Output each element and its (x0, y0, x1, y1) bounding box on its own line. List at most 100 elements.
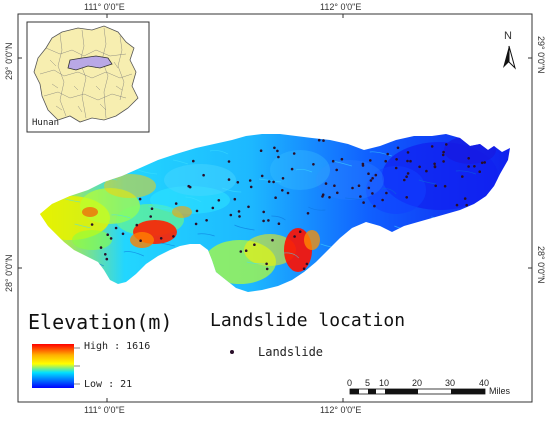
landslide-point (461, 175, 464, 178)
landslide-point (367, 172, 370, 175)
landslide-point (386, 152, 390, 156)
landslide-point (105, 257, 109, 261)
landslide-point (396, 146, 400, 150)
landslide-point (425, 169, 428, 173)
landslide-point (239, 250, 243, 253)
landslide-point (274, 196, 277, 199)
ramp-ticks (74, 347, 80, 385)
landslide-point (335, 168, 339, 172)
landslide-point (373, 204, 376, 208)
landslide-point (281, 189, 284, 192)
landslide-point (395, 158, 398, 161)
north-label: N (504, 30, 512, 42)
landslide-point (406, 151, 410, 154)
landslide-point (194, 222, 198, 226)
landslide-point (238, 215, 241, 218)
landslide-point (418, 165, 421, 169)
landslide-point (433, 165, 437, 168)
landslide-point (277, 155, 280, 159)
landslide-point (467, 157, 471, 160)
inset-map (26, 21, 150, 133)
map-frame (17, 13, 533, 403)
landslide-point (174, 202, 178, 205)
landslide-point (473, 165, 476, 168)
landslide-point (442, 150, 445, 154)
scale-tick-40: 40 (479, 378, 490, 388)
landslide-point (121, 232, 125, 236)
landslide-point (267, 219, 270, 222)
top-coord-111: 111° 0'0"E (84, 2, 125, 12)
landslide-point (236, 181, 240, 184)
scale-bar (349, 388, 486, 395)
north-arrow-icon (503, 45, 516, 70)
study-area-dem (40, 134, 510, 292)
landslide-point (192, 159, 195, 163)
landslide-point (293, 235, 296, 238)
right-coord-28: 28° 0'0"N (536, 246, 546, 284)
landslide-point (150, 207, 154, 210)
landslide-legend-title: Landslide location (210, 310, 406, 331)
scale-unit-label: Miles (489, 386, 511, 396)
landslide-point (302, 267, 306, 271)
landslide-point (321, 195, 324, 198)
landslide-point (480, 161, 484, 165)
landslide-point (328, 196, 331, 199)
landslide-legend-label: Landslide (258, 345, 324, 359)
landslide-point (281, 177, 285, 180)
landslide-point (249, 185, 253, 189)
graticule-ticks (18, 14, 532, 402)
landslide-point (443, 184, 447, 188)
landslide-point (362, 201, 365, 204)
scale-tick-5: 5 (365, 378, 371, 388)
landslide-point (244, 249, 248, 252)
landslide-point (405, 175, 408, 178)
landslide-point (359, 195, 362, 198)
landslide-point (305, 262, 309, 266)
landslide-point (139, 239, 142, 242)
scale-tick-30: 30 (445, 378, 456, 388)
scale-tick-20: 20 (412, 378, 423, 388)
landslide-point (202, 173, 205, 177)
landslide-point (405, 196, 409, 199)
landslide-point (227, 178, 231, 181)
landslide-point (188, 185, 192, 189)
landslide-point (333, 184, 336, 187)
landslide-point (441, 153, 445, 157)
landslide-point (217, 199, 221, 202)
landslide-point (262, 210, 266, 214)
landslide-point (381, 198, 384, 202)
elevation-legend-title: Elevation(m) (28, 310, 173, 334)
landslide-point (483, 161, 487, 164)
top-coord-112: 112° 0'0"E (320, 2, 362, 12)
right-coord-29: 29° 0'0"N (536, 36, 546, 74)
landslide-point (340, 157, 344, 161)
landslide-point (433, 162, 436, 166)
landslide-point (434, 184, 438, 188)
landslide-point (135, 223, 139, 227)
landslide-point (467, 165, 470, 168)
landslide-point (259, 149, 263, 152)
landslide-point (90, 223, 94, 226)
landslide-point (114, 226, 118, 230)
landslide-point (324, 182, 328, 185)
landslide-point (205, 219, 208, 222)
landslide-point (430, 145, 434, 148)
landslide-point (273, 146, 276, 150)
landslide-point (272, 180, 275, 184)
landslide-point (253, 243, 256, 246)
landslide-point (403, 178, 406, 182)
landslide-point (149, 215, 152, 218)
landslide-point (455, 203, 459, 207)
elevation-color-ramp (32, 344, 74, 388)
landslide-point (317, 138, 321, 142)
landslide-point (445, 143, 448, 146)
landslide-point (442, 160, 445, 163)
landslide-point (371, 192, 374, 195)
inset-study-area-highlight (67, 55, 113, 71)
landslide-point (260, 174, 264, 178)
landslide-point (465, 203, 469, 207)
landslide-point (106, 233, 109, 236)
landslide-point (248, 179, 252, 182)
landslide-point (172, 235, 175, 238)
landslide-point (227, 160, 231, 163)
